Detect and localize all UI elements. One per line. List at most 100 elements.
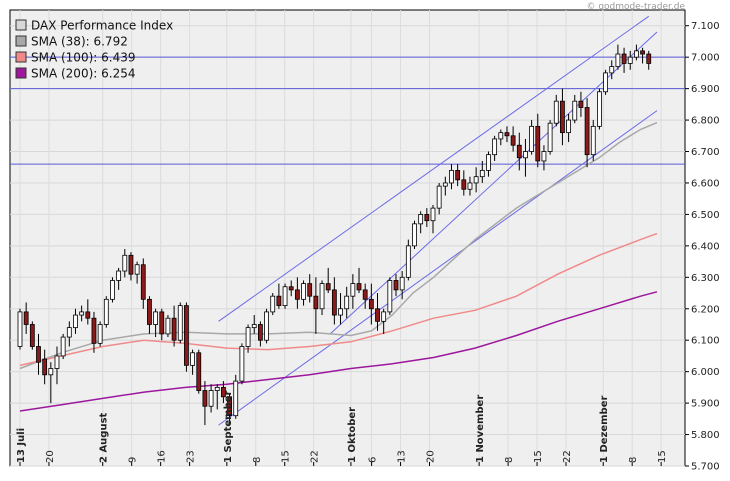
candle-body — [227, 396, 232, 417]
candle-body — [110, 280, 115, 300]
x-tick-label: 13 Juli — [16, 428, 27, 463]
x-tick-label: 1 Oktober — [347, 407, 358, 463]
legend-swatch — [15, 51, 27, 63]
candle-body — [418, 214, 424, 225]
x-tick-label: 2 August — [99, 412, 110, 463]
candle-body — [646, 53, 652, 64]
candle-body — [17, 311, 23, 347]
candle-body — [572, 100, 578, 121]
candle-body — [91, 317, 97, 344]
plot-background — [9, 9, 686, 467]
candle-body — [282, 286, 288, 307]
candle-body — [29, 324, 35, 347]
x-tick-label: 23 — [186, 450, 197, 463]
candle-body — [251, 324, 257, 329]
candle-body — [535, 125, 541, 162]
x-tick-label: 8 — [504, 457, 515, 463]
legend-label: SMA (38): 6.792 — [31, 35, 128, 49]
candle-body — [455, 169, 461, 181]
y-tick-label: 6.000 — [691, 367, 720, 378]
candle-body — [553, 100, 559, 124]
legend-label: SMA (200): 6.254 — [31, 67, 135, 81]
y-tick-label: 5.900 — [691, 399, 720, 410]
candle-body — [184, 305, 189, 366]
candle-body — [615, 53, 621, 68]
x-tick-label: 22 — [562, 450, 573, 463]
y-tick-label: 6.600 — [691, 178, 720, 189]
candle-body — [221, 386, 226, 398]
candle-body — [97, 324, 103, 344]
x-tick-label: 15 — [281, 450, 292, 463]
candle-body — [190, 352, 195, 366]
candle-body — [603, 72, 608, 93]
candle-body — [177, 305, 183, 341]
candle-body — [276, 295, 282, 307]
candle-body — [245, 327, 251, 347]
candle-body — [85, 311, 91, 319]
sma-line — [19, 232, 658, 367]
y-tick-label: 6.100 — [691, 336, 720, 347]
y-tick-label: 6.500 — [691, 210, 720, 221]
x-tick-label: 15 — [533, 450, 544, 463]
candle-body — [48, 368, 54, 376]
candle-body — [42, 358, 48, 376]
candle-body — [381, 311, 387, 322]
candle-body — [140, 264, 146, 300]
candle-body — [36, 346, 41, 363]
candle-body — [159, 311, 165, 335]
candle-body — [73, 314, 78, 329]
x-axis: 13 Juli 20 2 August 9 16 23 1 September 8 15 22 1 … — [16, 390, 668, 466]
legend-label: DAX Performance Index — [31, 19, 173, 33]
legend-swatch — [15, 67, 27, 79]
candle-body — [430, 207, 436, 222]
candle-body — [590, 125, 596, 156]
candle-body — [529, 125, 535, 152]
candle-body — [233, 380, 239, 417]
candle-body — [319, 283, 325, 310]
candle-body — [122, 254, 128, 272]
candle-body — [153, 311, 159, 325]
candle-body — [257, 324, 263, 341]
horizontal-lines — [10, 56, 685, 165]
trend-channels — [218, 15, 658, 426]
candle-body — [436, 185, 442, 209]
candle-body — [202, 390, 208, 407]
legend-label: SMA (100): 6.439 — [31, 51, 135, 65]
candle-body — [331, 289, 337, 316]
trend-channel-line — [218, 110, 658, 426]
candle-body — [60, 336, 66, 357]
y-tick-label: 7.100 — [691, 21, 720, 32]
candle-body — [208, 390, 214, 407]
y-tick-label: 6.700 — [691, 147, 720, 158]
candle-body — [609, 66, 615, 74]
candle-body — [375, 308, 380, 322]
candle-body — [147, 298, 152, 325]
trend-channel-line — [218, 15, 650, 322]
candle-body — [473, 176, 479, 184]
x-tick-label: 9 — [128, 457, 139, 463]
y-tick-label: 5.800 — [691, 430, 720, 441]
candle-body — [264, 311, 269, 341]
x-tick-label: 15 — [657, 450, 668, 463]
y-tick-label: 6.800 — [691, 116, 720, 127]
candle-body — [344, 295, 350, 310]
y-tick-label: 6.400 — [691, 241, 720, 252]
candle-body — [387, 280, 393, 313]
candle-body — [325, 283, 331, 291]
x-tick-label: 6 — [368, 457, 379, 463]
candle-body — [516, 144, 522, 159]
candle-body — [368, 298, 374, 310]
candle-body — [288, 286, 294, 291]
candle-body — [294, 289, 300, 300]
watermark: © godmode-trader.de — [586, 2, 685, 12]
candle-body — [510, 135, 516, 146]
y-tick-label: 7.000 — [691, 53, 720, 64]
candles — [17, 44, 652, 426]
trend-channel-line — [329, 31, 658, 335]
x-tick-label: 8 — [252, 457, 263, 463]
candle-body — [412, 223, 417, 247]
candle-body — [467, 182, 473, 190]
candle-body — [239, 346, 245, 382]
candle-body — [128, 254, 134, 275]
